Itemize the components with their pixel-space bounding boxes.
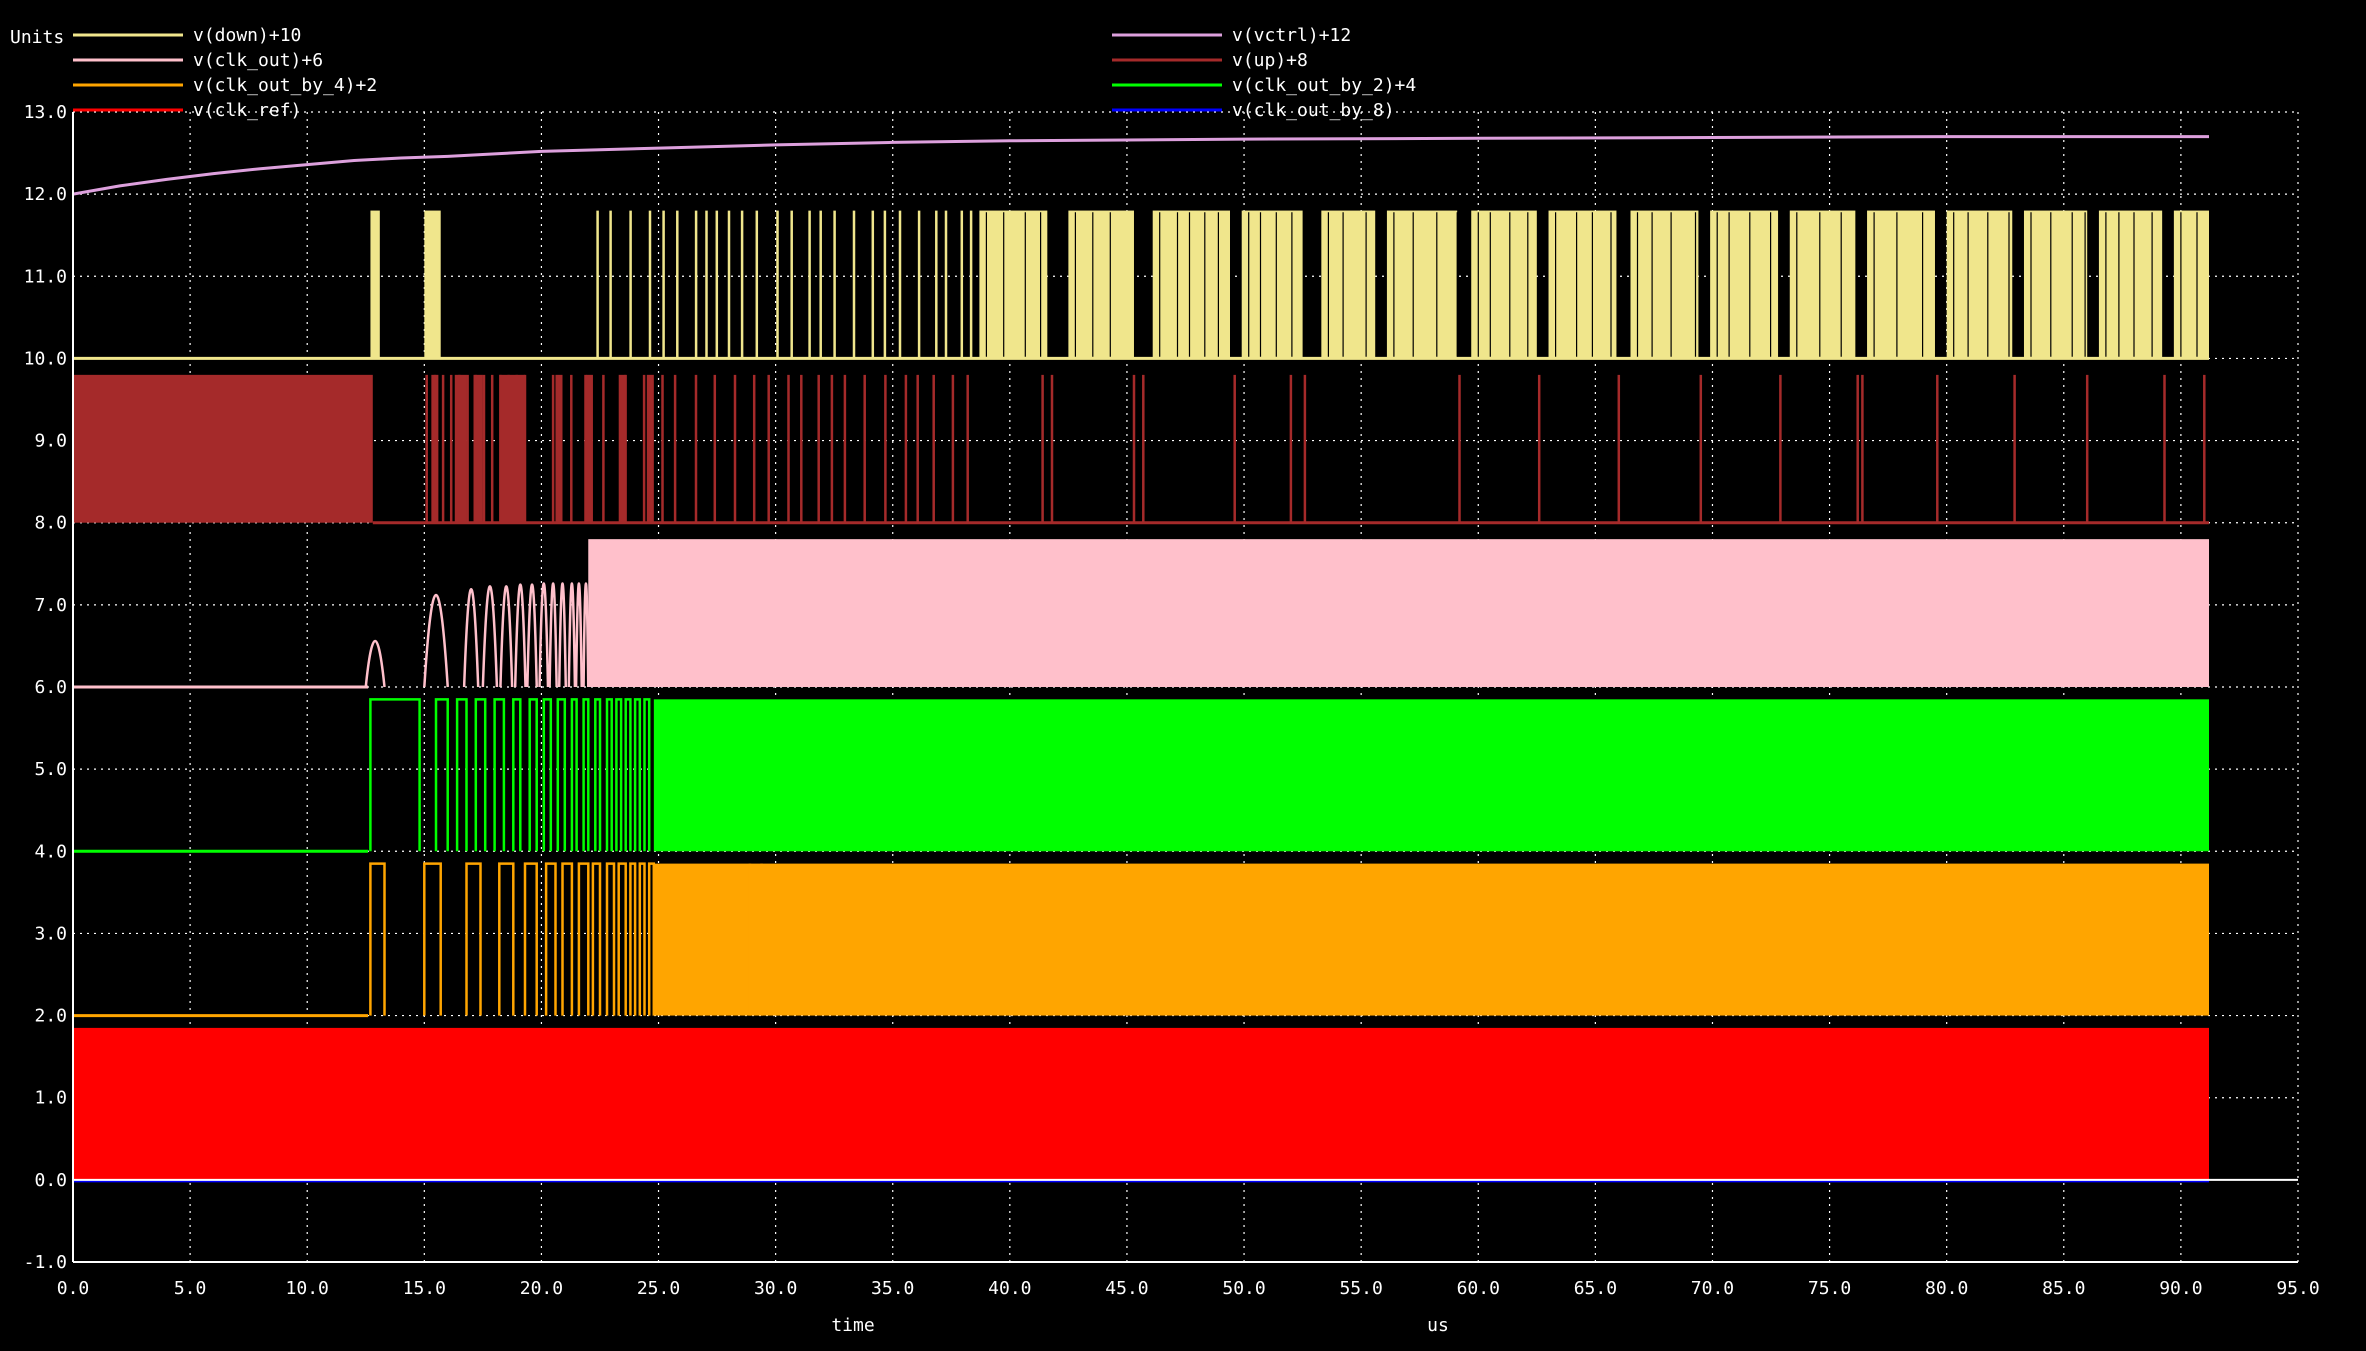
x-tick-label-8: 40.0 [988, 1278, 1031, 1299]
series-down-gaps [985, 212, 2198, 357]
y-tick-label-1: 0.0 [34, 1170, 67, 1191]
series-clk-out-by-4-pulses [369, 862, 656, 1016]
series-vctrl [72, 135, 2209, 196]
x-tick-label-4: 20.0 [520, 1278, 563, 1299]
x-tick-label-9: 45.0 [1105, 1278, 1148, 1299]
x-tick-label-17: 85.0 [2042, 1278, 2085, 1299]
y-tick-label-2: 1.0 [34, 1088, 67, 1109]
series-down-block-12 [1946, 210, 2013, 359]
series-clk-out-fill [588, 539, 2209, 687]
series-clk-out-by-2-pulses [369, 698, 651, 852]
series-up-block-3 [499, 374, 526, 523]
series-down-block-3 [1241, 210, 1303, 359]
series-up-fill [73, 374, 373, 523]
x-tick-label-0: 0.0 [57, 1278, 90, 1299]
series-clk-out-by-2-fill [653, 699, 2210, 852]
series-down-block-8 [1630, 210, 1699, 359]
series-up-block-5 [585, 374, 593, 523]
x-tick-label-11: 55.0 [1339, 1278, 1382, 1299]
x-tick-label-16: 80.0 [1925, 1278, 1968, 1299]
y-tick-label-6: 5.0 [34, 759, 67, 780]
legend-entry-2: v(clk_out_by_4)+2 [193, 75, 377, 96]
series-up-block-7 [646, 374, 654, 523]
x-tick-labels: 0.0 5.0 10.0 15.0 20.0 25.0 30.0 35.0 40.0 45.0 50… [57, 1278, 2320, 1299]
legend-entry-6: v(clk_out_by_2)+4 [1232, 75, 1416, 96]
x-axis-unit: us [1427, 1315, 1449, 1336]
x-tick-label-2: 10.0 [286, 1278, 329, 1299]
legend: Units v(down)+10 v(clk_out)+6 v(clk_out_by… [10, 25, 1416, 121]
legend-entry-5: v(up)+8 [1232, 50, 1308, 71]
series-down-pulses [596, 210, 973, 359]
x-tick-label-3: 15.0 [403, 1278, 446, 1299]
series-up-block-6 [618, 374, 626, 523]
series-down-early-block-0 [370, 210, 380, 359]
series-down-early-block-1 [424, 210, 441, 359]
series-clk-out-by-4-glitches [748, 863, 763, 1016]
series-up-block-2 [473, 374, 483, 523]
series-down-block-13 [2023, 210, 2088, 359]
y-tick-label-9: 8.0 [34, 513, 67, 534]
x-tick-label-15: 75.0 [1808, 1278, 1851, 1299]
y-tick-label-7: 6.0 [34, 677, 67, 698]
series-down-block-6 [1471, 210, 1537, 359]
y-tick-label-5: 4.0 [34, 841, 67, 862]
y-tick-label-11: 10.0 [24, 348, 67, 369]
x-tick-label-1: 5.0 [174, 1278, 207, 1299]
y-tick-label-14: 13.0 [24, 102, 67, 123]
series-down-block-11 [1867, 210, 1935, 359]
series-clk-out-by-4-fill [653, 863, 2210, 1016]
x-axis-label: time [831, 1315, 874, 1336]
series-up-block-1 [454, 374, 467, 523]
series-down-block-4 [1321, 210, 1376, 359]
x-tick-label-19: 95.0 [2276, 1278, 2319, 1299]
y-tick-labels: -1.0 0.0 1.0 2.0 3.0 4.0 5.0 6.0 7.0 8.0 9.0 10.0 11… [24, 102, 67, 1273]
x-tick-label-18: 90.0 [2159, 1278, 2202, 1299]
x-tick-label-13: 65.0 [1574, 1278, 1617, 1299]
x-tick-label-14: 70.0 [1691, 1278, 1734, 1299]
x-tick-label-10: 50.0 [1222, 1278, 1265, 1299]
y-tick-label-12: 11.0 [24, 266, 67, 287]
x-tick-label-5: 25.0 [637, 1278, 680, 1299]
series-down-block-5 [1386, 210, 1458, 359]
y-tick-label-4: 3.0 [34, 923, 67, 944]
y-tick-label-10: 9.0 [34, 431, 67, 452]
x-tick-label-12: 60.0 [1457, 1278, 1500, 1299]
series-down-block-9 [1710, 210, 1779, 359]
series-down-block-2 [1152, 210, 1230, 359]
legend-entry-3: v(clk_ref) [193, 100, 301, 121]
series-down-block-0 [979, 210, 1048, 359]
series-clk-out-humps [364, 582, 590, 688]
plot-frame [72, 112, 2298, 1263]
x-tick-label-6: 30.0 [754, 1278, 797, 1299]
series-clk-ref-fill [73, 1027, 2209, 1180]
series-up-block-0 [431, 374, 439, 523]
series-down-block-15 [2173, 210, 2209, 359]
waveforms [72, 135, 2210, 1183]
y-tick-label-8: 7.0 [34, 595, 67, 616]
y-tick-label-3: 2.0 [34, 1006, 67, 1027]
legend-entry-1: v(clk_out)+6 [193, 50, 323, 71]
y-tick-label-13: 12.0 [24, 184, 67, 205]
y-tick-label-0: -1.0 [24, 1252, 67, 1273]
series-down-block-1 [1068, 210, 1134, 359]
legend-entry-4: v(vctrl)+12 [1232, 25, 1351, 46]
x-tick-label-7: 35.0 [871, 1278, 914, 1299]
legend-entry-7: v(clk_out_by_8) [1232, 100, 1395, 121]
series-down-block-7 [1548, 210, 1617, 359]
legend-entry-0: v(down)+10 [193, 25, 301, 46]
series-up-block-4 [555, 374, 563, 523]
series-down-block-10 [1789, 210, 1856, 359]
units-label: Units [10, 27, 64, 48]
